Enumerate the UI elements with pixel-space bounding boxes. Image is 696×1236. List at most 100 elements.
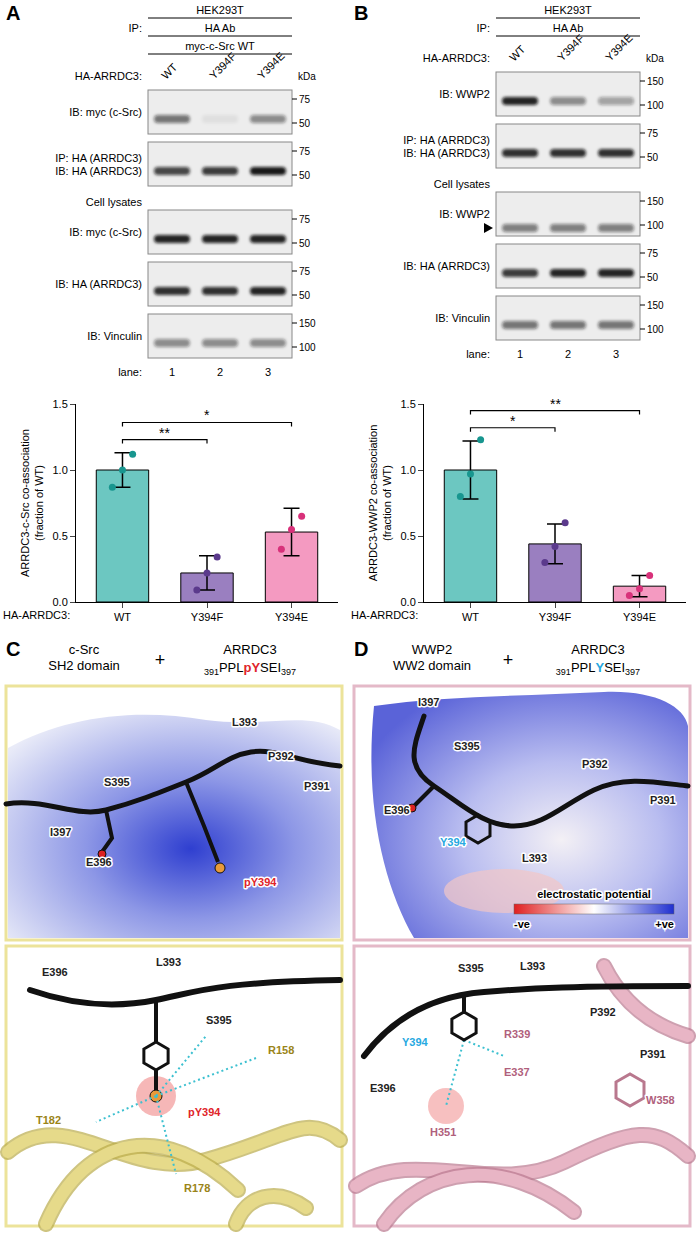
svg-text:c-Src: c-Src (69, 642, 100, 657)
svg-text:S395: S395 (206, 1014, 232, 1026)
svg-text:WT: WT (507, 43, 528, 64)
svg-text:1: 1 (517, 348, 523, 360)
svg-text:Y394E: Y394E (275, 611, 308, 623)
svg-text:Y394E: Y394E (255, 50, 287, 82)
svg-text:75: 75 (647, 128, 659, 139)
svg-text:1.0: 1.0 (53, 464, 68, 476)
svg-text:50: 50 (647, 272, 659, 283)
svg-text:0.0: 0.0 (401, 596, 416, 608)
svg-text:HA Ab: HA Ab (205, 22, 236, 34)
svg-text:IB: HA (ARRDC3): IB: HA (ARRDC3) (55, 278, 142, 290)
svg-text:ARRDC3-WWP2 co-association(fra: ARRDC3-WWP2 co-association(fraction of W… (367, 425, 393, 581)
svg-text:150: 150 (647, 300, 664, 311)
svg-text:0.0: 0.0 (53, 596, 68, 608)
svg-text:100: 100 (647, 100, 664, 111)
svg-text:L393: L393 (522, 852, 547, 864)
svg-text:myc-c-Src WT: myc-c-Src WT (185, 40, 255, 52)
svg-text:+: + (503, 650, 514, 670)
svg-text:Y394F: Y394F (539, 611, 572, 623)
svg-text:2: 2 (565, 348, 571, 360)
svg-text:Cell lysates: Cell lysates (434, 178, 491, 190)
svg-text:W358: W358 (646, 1094, 675, 1106)
svg-text:S395: S395 (458, 962, 484, 974)
svg-text:IB: WWP2: IB: WWP2 (439, 88, 490, 100)
svg-text:1.5: 1.5 (401, 398, 416, 410)
svg-text:Y394F: Y394F (191, 611, 224, 623)
svg-text:P392: P392 (590, 1006, 616, 1018)
svg-text:H351: H351 (430, 1126, 456, 1138)
svg-text:IP:: IP: (129, 22, 142, 34)
svg-text:E396: E396 (370, 1082, 396, 1094)
svg-text:1: 1 (169, 366, 175, 378)
svg-text:P391: P391 (640, 1048, 666, 1060)
svg-text:WT: WT (114, 611, 131, 623)
svg-text:IB: myc (c-Src): IB: myc (c-Src) (69, 106, 142, 118)
svg-text:50: 50 (299, 290, 311, 301)
svg-text:WT: WT (462, 611, 479, 623)
svg-text:100: 100 (299, 342, 316, 353)
svg-text:IP:: IP: (477, 22, 490, 34)
svg-text:electrostatic potential: electrostatic potential (537, 888, 651, 900)
svg-text:IP: HA (ARRDC3): IP: HA (ARRDC3) (55, 152, 142, 164)
svg-text:IB: myc (c-Src): IB: myc (c-Src) (69, 226, 142, 238)
svg-text:*: * (510, 413, 516, 429)
svg-text:IB: Vinculin: IB: Vinculin (435, 312, 490, 324)
svg-text:3: 3 (265, 366, 271, 378)
svg-text:0.5: 0.5 (401, 530, 416, 542)
svg-text:50: 50 (647, 152, 659, 163)
svg-text:P391: P391 (304, 780, 330, 792)
svg-text:Y394: Y394 (402, 1036, 429, 1048)
svg-text:I397: I397 (418, 696, 439, 708)
svg-text:75: 75 (299, 94, 311, 105)
svg-text:ARRDC3: ARRDC3 (223, 642, 276, 657)
svg-text:pY394: pY394 (188, 1106, 221, 1118)
svg-text:+: + (155, 650, 166, 670)
svg-text:E396: E396 (86, 856, 112, 868)
svg-text:R158: R158 (268, 1044, 294, 1056)
svg-text:S395: S395 (454, 740, 480, 752)
svg-text:IB: HA (ARRDC3): IB: HA (ARRDC3) (55, 165, 142, 177)
svg-text:HA-ARRDC3:: HA-ARRDC3: (423, 52, 490, 64)
svg-text:**: ** (550, 396, 561, 412)
svg-text:ARRDC3-c-Src co-association(fr: ARRDC3-c-Src co-association(fraction of … (19, 429, 45, 577)
svg-text:P392: P392 (582, 758, 608, 770)
svg-text:75: 75 (299, 146, 311, 157)
svg-text:IB: HA (ARRDC3): IB: HA (ARRDC3) (403, 147, 490, 159)
svg-text:391PPLpYSEI397: 391PPLpYSEI397 (204, 660, 296, 677)
svg-text:50: 50 (299, 238, 311, 249)
svg-text:SH2 domain: SH2 domain (48, 658, 120, 673)
svg-text:IB: WWP2: IB: WWP2 (439, 208, 490, 220)
svg-text:391PPLYSEI397: 391PPLYSEI397 (556, 660, 640, 677)
svg-text:I397: I397 (50, 826, 71, 838)
svg-text:P392: P392 (268, 750, 294, 762)
svg-text:Cell lysates: Cell lysates (86, 196, 143, 208)
svg-text:kDa: kDa (646, 53, 664, 64)
svg-text:*: * (204, 407, 210, 423)
svg-text:WW2 domain: WW2 domain (393, 658, 471, 673)
svg-text:-ve: -ve (514, 918, 530, 930)
svg-text:150: 150 (299, 318, 316, 329)
svg-text:+ve: +ve (655, 918, 674, 930)
svg-text:**: ** (159, 425, 170, 441)
svg-text:E396: E396 (42, 966, 68, 978)
svg-text:R178: R178 (184, 1182, 210, 1194)
svg-text:0.5: 0.5 (53, 530, 68, 542)
svg-text:WT: WT (159, 61, 180, 82)
svg-text:HEK293T: HEK293T (544, 4, 592, 16)
svg-text:75: 75 (299, 214, 311, 225)
svg-text:2: 2 (217, 366, 223, 378)
svg-text:E337: E337 (504, 1066, 530, 1078)
svg-text:HA Ab: HA Ab (553, 22, 584, 34)
svg-text:L393: L393 (520, 960, 545, 972)
svg-text:Y394F: Y394F (555, 32, 587, 64)
svg-text:lane:: lane: (118, 366, 142, 378)
svg-text:HA-ARRDC3:: HA-ARRDC3: (3, 609, 70, 621)
svg-text:WWP2: WWP2 (412, 642, 452, 657)
svg-text:kDa: kDa (298, 71, 316, 82)
svg-text:HEK293T: HEK293T (196, 4, 244, 16)
svg-text:150: 150 (647, 196, 664, 207)
svg-text:T182: T182 (36, 1114, 61, 1126)
svg-text:Y394F: Y394F (207, 50, 239, 82)
svg-text:ARRDC3: ARRDC3 (571, 642, 624, 657)
svg-text:IB: Vinculin: IB: Vinculin (87, 330, 142, 342)
